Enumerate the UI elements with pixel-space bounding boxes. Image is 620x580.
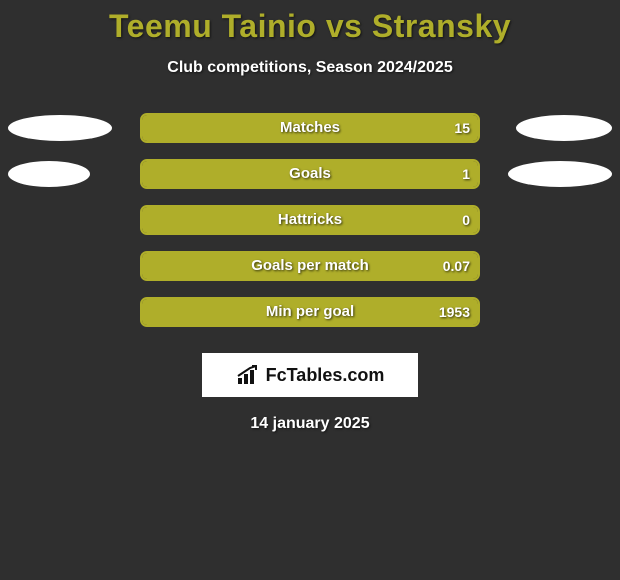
bar-outer: [140, 297, 480, 327]
bar-outer: [140, 205, 480, 235]
bar-fill: [142, 299, 478, 325]
stat-row: Matches 15: [0, 105, 620, 151]
brand-text: FcTables.com: [266, 365, 385, 386]
stat-row: Hattricks 0: [0, 197, 620, 243]
bar-fill: [142, 115, 478, 141]
bar-outer: [140, 113, 480, 143]
bar-chart-icon: [236, 364, 262, 386]
bar-fill: [142, 207, 478, 233]
right-ellipse: [516, 115, 612, 141]
bar-outer: [140, 159, 480, 189]
stat-row: Goals per match 0.07: [0, 243, 620, 289]
stat-row: Goals 1: [0, 151, 620, 197]
left-ellipse: [8, 115, 112, 141]
bar-outer: [140, 251, 480, 281]
subtitle: Club competitions, Season 2024/2025: [0, 59, 620, 77]
stat-rows: Matches 15 Goals 1 Hattricks 0: [0, 105, 620, 335]
bar-fill: [142, 161, 478, 187]
bar-fill: [142, 253, 478, 279]
date-text: 14 january 2025: [0, 415, 620, 433]
stat-row: Min per goal 1953: [0, 289, 620, 335]
page-title: Teemu Tainio vs Stransky: [0, 0, 620, 45]
right-ellipse: [508, 161, 612, 187]
stage: Teemu Tainio vs Stransky Club competitio…: [0, 0, 620, 580]
left-ellipse: [8, 161, 90, 187]
brand-box[interactable]: FcTables.com: [202, 353, 418, 397]
